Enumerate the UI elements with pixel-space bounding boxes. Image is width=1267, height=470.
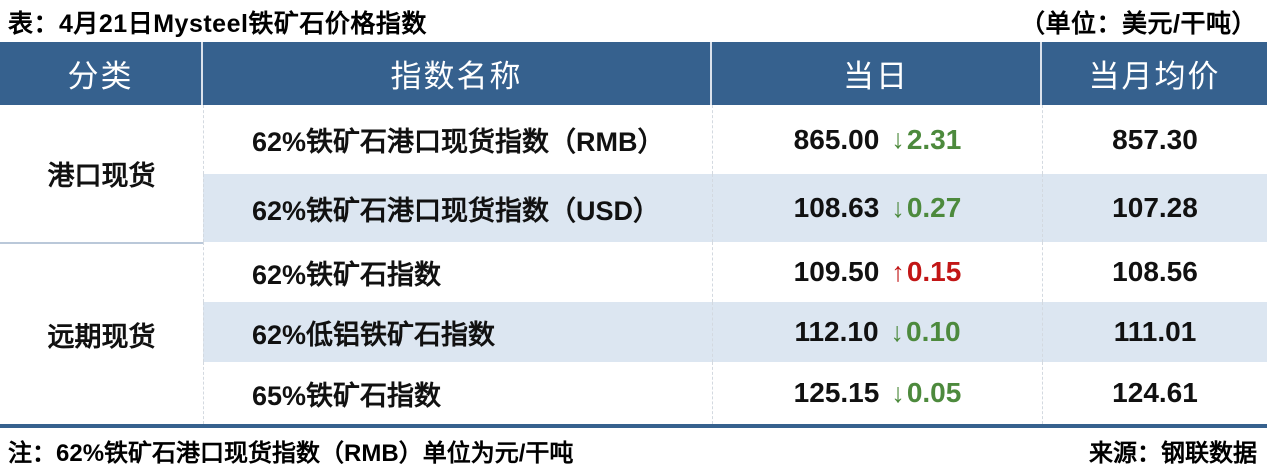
change-value: 0.27	[906, 192, 962, 223]
daily-value-cell: 109.50 ↑ 0.15	[712, 242, 1042, 302]
daily-value: 108.63	[793, 192, 880, 223]
index-name-cell: 65%铁矿石指数	[203, 362, 712, 424]
daily-change: ↓ 0.05	[891, 377, 961, 409]
daily-value: 125.15	[793, 377, 880, 408]
daily-value: 865.00	[793, 123, 880, 155]
unit-label: （单位：美元/干吨）	[1020, 10, 1257, 38]
daily-value-cell: 108.63 ↓ 0.27	[712, 174, 1042, 242]
header-cell-index-name: 指数名称	[203, 42, 712, 105]
monthly-avg-cell: 857.30	[1042, 105, 1267, 174]
index-name-cell: 62%铁矿石港口现货指数（RMB）	[203, 105, 712, 174]
daily-change: ↓ 2.31	[891, 124, 961, 156]
price-table: 分类 指数名称 当日 当月均价 港口现货 远期现货 62%铁矿石港口现货指数（R…	[0, 42, 1267, 428]
down-arrow-icon: ↓	[891, 124, 905, 154]
up-arrow-icon: ↑	[891, 256, 905, 287]
daily-value-cell: 112.10 ↓ 0.10	[712, 302, 1042, 362]
daily-value: 112.10	[794, 316, 879, 347]
index-name-cell: 62%低铝铁矿石指数	[203, 302, 712, 362]
daily-change: ↑ 0.15	[891, 256, 961, 288]
monthly-avg-cell: 111.01	[1042, 302, 1267, 362]
header-cell-daily: 当日	[712, 42, 1042, 105]
index-name-cell: 62%铁矿石港口现货指数（USD）	[203, 174, 712, 242]
footnote: 注：62%铁矿石港口现货指数（RMB）单位为元/干吨	[8, 439, 574, 467]
change-value: 0.10	[906, 316, 961, 347]
monthly-avg-cell: 107.28	[1042, 174, 1267, 242]
daily-value-cell: 125.15 ↓ 0.05	[712, 362, 1042, 424]
page-title: 表：4月21日Mysteel铁矿石价格指数	[8, 10, 427, 38]
data-source: 来源：钢联数据	[1089, 439, 1257, 467]
down-arrow-icon: ↓	[890, 316, 905, 347]
daily-value-cell: 865.00 ↓ 2.31	[712, 105, 1042, 174]
monthly-avg-cell: 108.56	[1042, 242, 1267, 302]
change-value: 0.15	[906, 256, 962, 287]
daily-change: ↓ 0.27	[891, 192, 961, 224]
index-name-cell: 62%铁矿石指数	[203, 242, 712, 302]
category-cell-port-spot: 港口现货	[0, 105, 203, 242]
header-cell-monthly-avg: 当月均价	[1042, 42, 1267, 105]
table-footer: 注：62%铁矿石港口现货指数（RMB）单位为元/干吨 来源：钢联数据	[0, 428, 1267, 470]
change-value: 0.05	[906, 377, 962, 408]
down-arrow-icon: ↓	[891, 192, 905, 223]
monthly-avg-cell: 124.61	[1042, 362, 1267, 424]
category-cell-forward-spot: 远期现货	[0, 242, 203, 424]
header-cell-category: 分类	[0, 42, 203, 105]
down-arrow-icon: ↓	[891, 377, 905, 408]
table-title-bar: 表：4月21日Mysteel铁矿石价格指数 （单位：美元/干吨）	[0, 0, 1267, 42]
change-value: 2.31	[906, 123, 962, 155]
daily-value: 109.50	[793, 256, 880, 287]
daily-change: ↓ 0.10	[891, 316, 961, 348]
